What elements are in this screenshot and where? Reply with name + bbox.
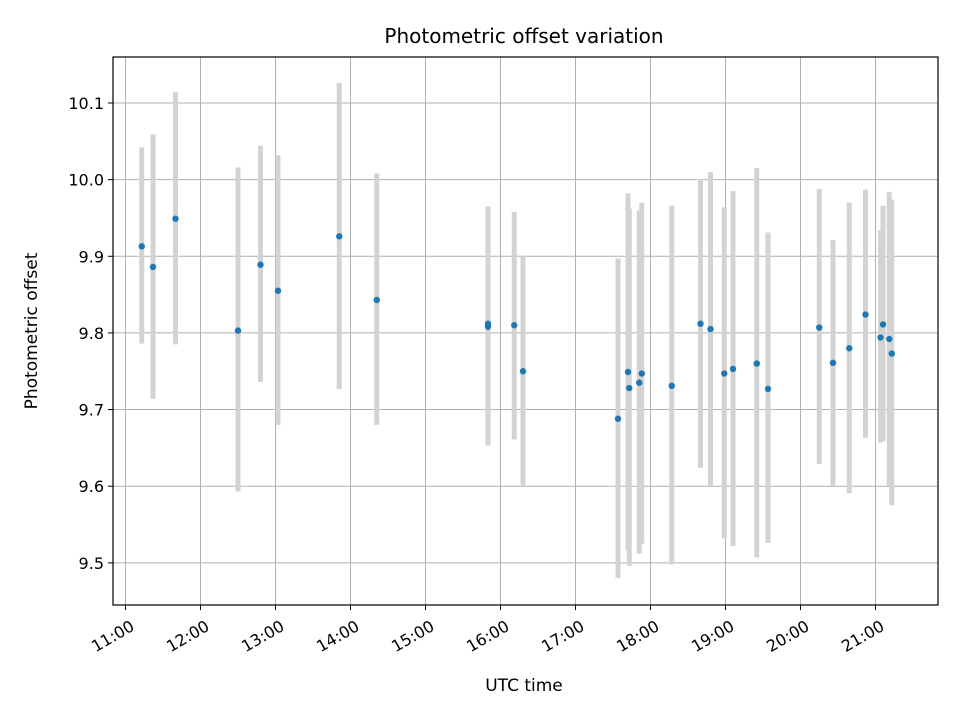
data-point: [862, 311, 869, 318]
data-point: [138, 243, 145, 250]
data-point: [636, 379, 643, 386]
data-point: [721, 370, 728, 377]
data-point: [764, 385, 772, 393]
data-point: [172, 215, 179, 222]
data-point: [888, 350, 895, 357]
data-point: [519, 368, 527, 375]
data-point: [614, 415, 622, 422]
data-point: [829, 359, 837, 367]
data-point: [336, 233, 343, 240]
data-point: [624, 368, 632, 376]
data-point: [846, 345, 853, 352]
y-tick-label: 9.9: [79, 247, 104, 266]
data-point: [877, 334, 884, 341]
data-points: [138, 215, 895, 422]
data-point: [886, 335, 893, 343]
data-point: [753, 360, 760, 367]
data-point: [149, 263, 157, 271]
data-point: [707, 325, 714, 333]
data-point: [879, 321, 887, 328]
y-tick-label: 9.8: [79, 324, 104, 343]
data-point: [668, 382, 675, 389]
data-point: [274, 287, 282, 294]
data-point: [484, 323, 492, 330]
y-tick-label: 9.5: [79, 554, 104, 573]
chart-title: Photometric offset variation: [384, 24, 663, 48]
y-tick-label: 10.1: [68, 94, 104, 113]
data-point: [234, 327, 242, 334]
data-point: [697, 320, 704, 327]
data-point: [373, 296, 380, 304]
y-tick-label: 9.6: [79, 477, 104, 496]
y-axis-title: Photometric offset: [22, 252, 42, 409]
y-tick-label: 9.7: [79, 401, 104, 420]
data-point: [816, 324, 823, 331]
plot-frame: [112, 56, 939, 606]
y-tick-label: 10.0: [68, 171, 104, 190]
data-point: [729, 365, 737, 373]
data-point: [257, 261, 264, 268]
data-point: [511, 322, 518, 329]
y-axis: 9.5 9.6 9.7 9.8 9.9 10.0 10.1: [68, 94, 113, 573]
x-axis-title: UTC time: [485, 676, 563, 696]
data-point: [638, 370, 645, 377]
data-point: [626, 384, 633, 392]
